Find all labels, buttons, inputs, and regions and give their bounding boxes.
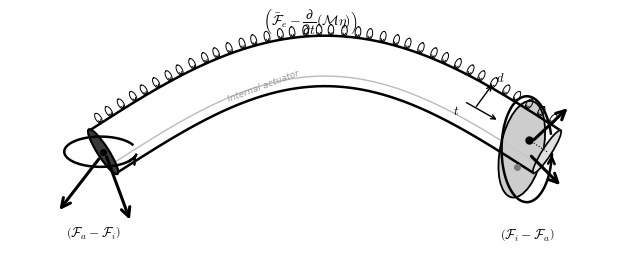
Text: $\left(\bar{\mathcal{F}}_e - \dfrac{\partial}{\partial t}(\mathcal{M}\eta)\right: $\left(\bar{\mathcal{F}}_e - \dfrac{\par… xyxy=(262,7,357,36)
Text: $\left(\mathcal{F}_a - \mathcal{F}_i\right)$: $\left(\mathcal{F}_a - \mathcal{F}_i\rig… xyxy=(66,225,120,241)
Text: $d$: $d$ xyxy=(497,72,505,85)
Text: $t$: $t$ xyxy=(453,104,460,117)
Text: $\left(\mathcal{F}_i - \mathcal{F}_a\right)$: $\left(\mathcal{F}_i - \mathcal{F}_a\rig… xyxy=(500,227,554,243)
Ellipse shape xyxy=(499,102,545,198)
Text: Internal actuator: Internal actuator xyxy=(227,69,301,103)
Polygon shape xyxy=(90,37,561,173)
Ellipse shape xyxy=(88,130,118,174)
Ellipse shape xyxy=(533,131,561,173)
